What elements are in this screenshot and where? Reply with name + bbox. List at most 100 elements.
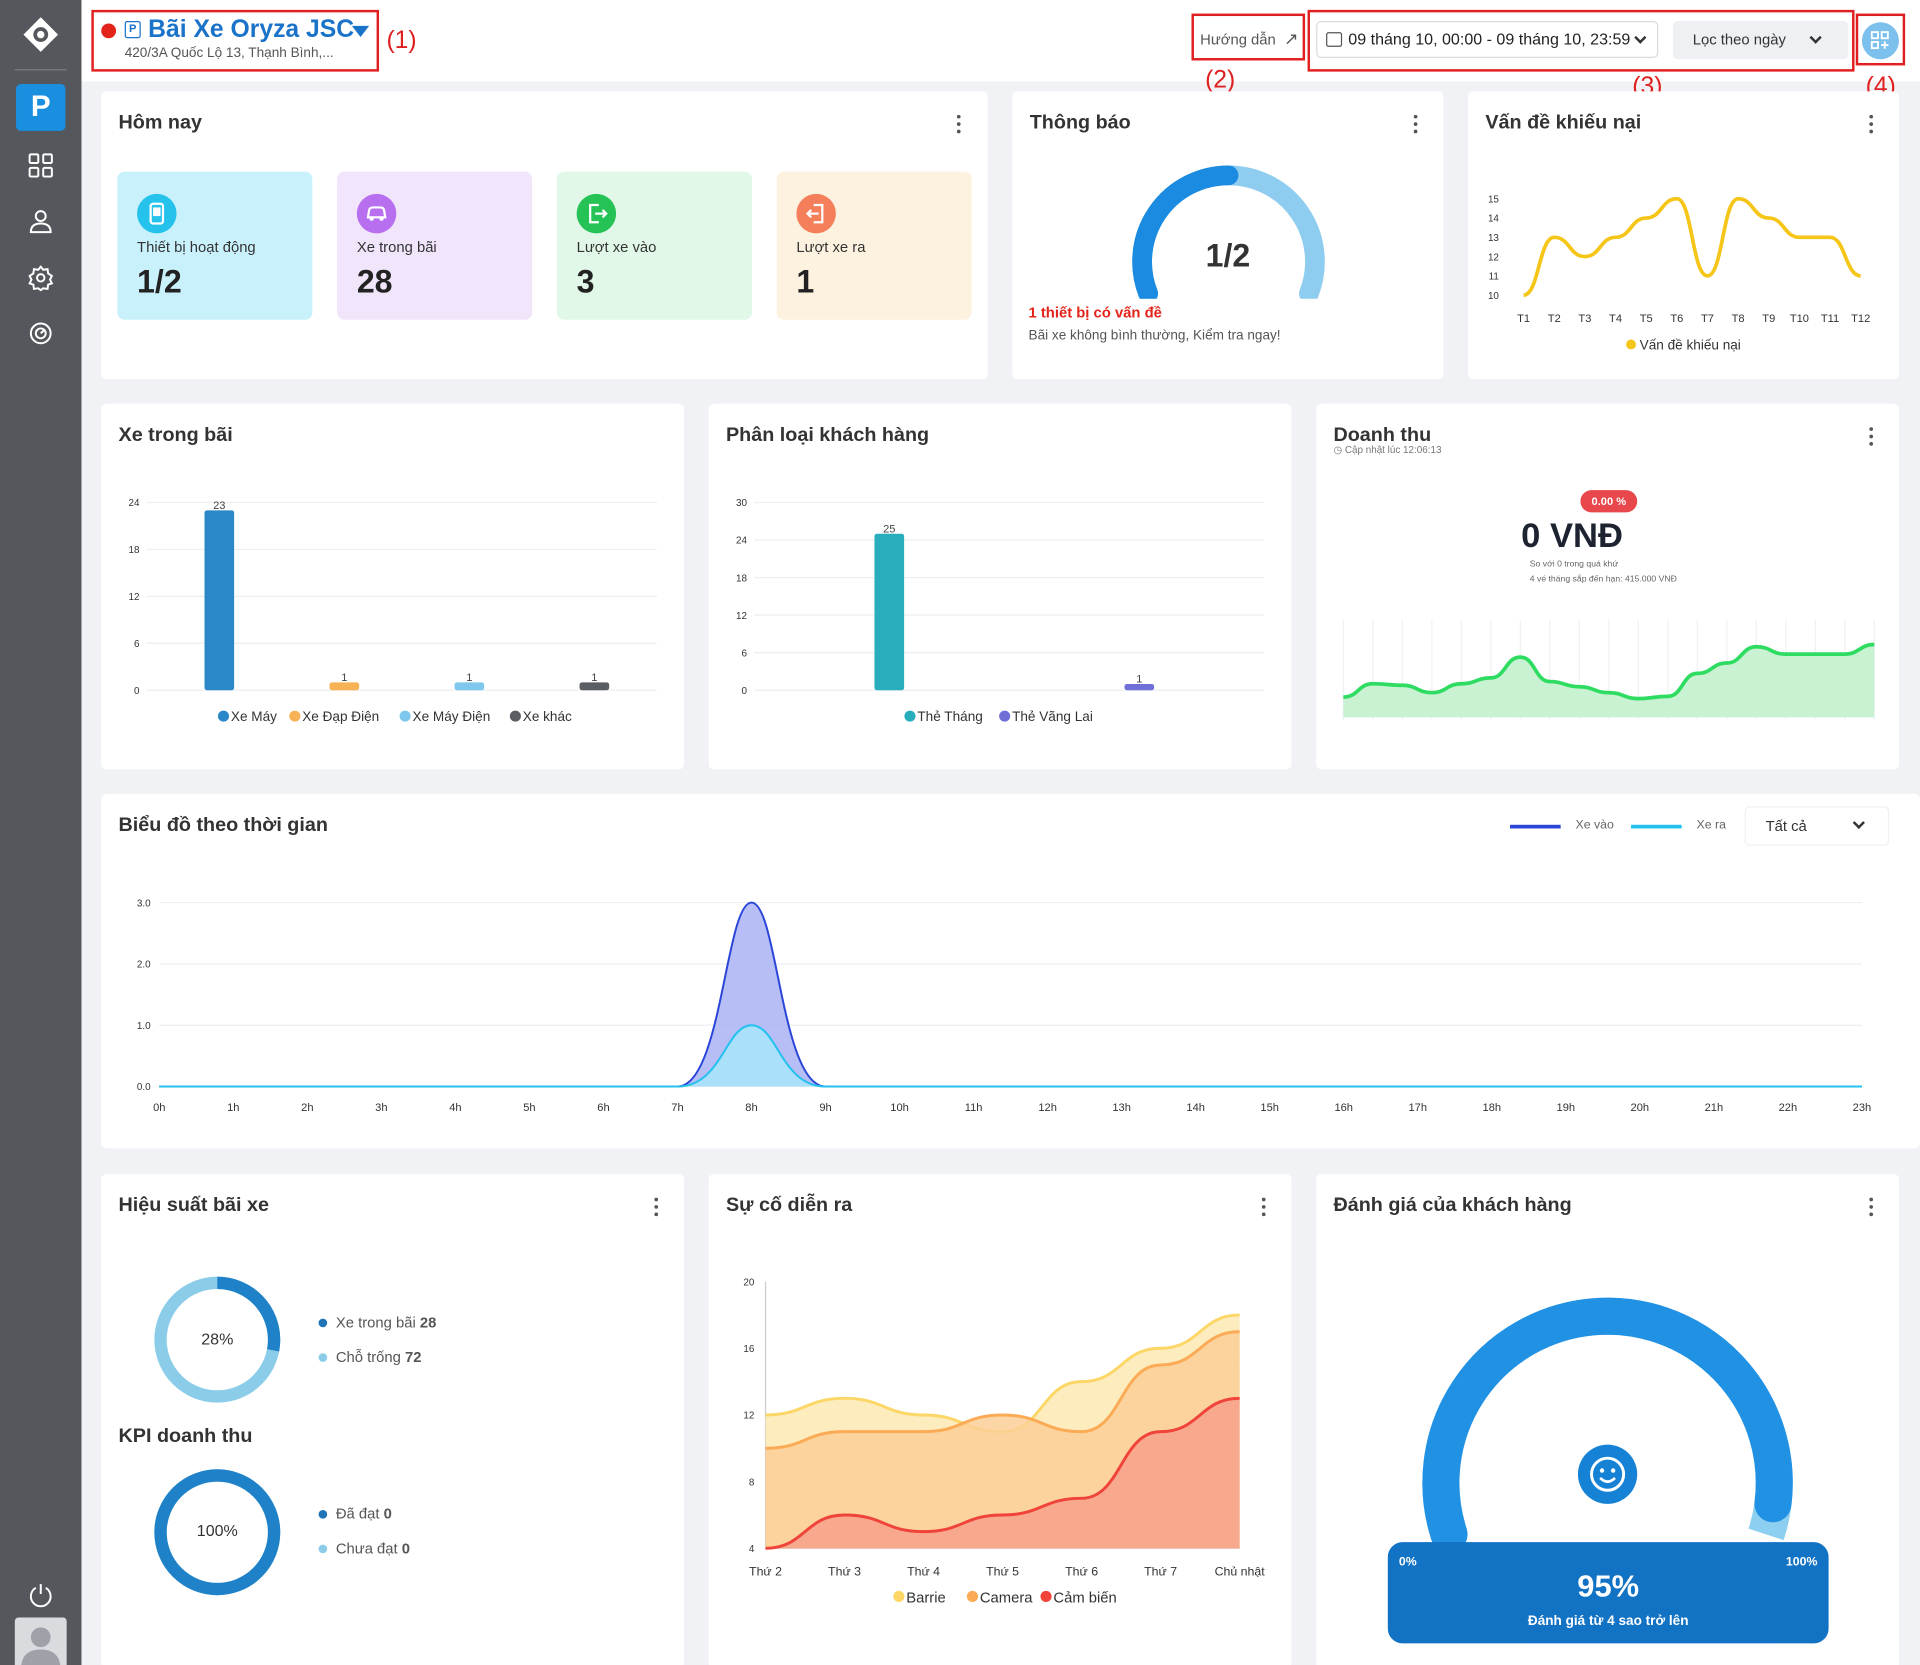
- notice-card: Thông báo 1/2 1 thiết bị có vấn đề Bãi x…: [1012, 91, 1444, 380]
- revenue-trend-chart: [1342, 619, 1875, 720]
- guide-link[interactable]: Hướng dẫn: [1200, 30, 1276, 49]
- date-range-picker[interactable]: 09 tháng 10, 00:00 - 09 tháng 10, 23:59: [1316, 20, 1659, 59]
- x-tick-label: Thứ 7: [1144, 1564, 1177, 1578]
- customers-chart: 0 6 12 18 24 30 25 1 Thẻ Tháng Thẻ Vãng Lai: [736, 498, 1265, 724]
- x-tick-label: T1: [1517, 313, 1530, 325]
- legend-achieved-label: Đã đạt: [335, 1505, 380, 1523]
- parking-icon[interactable]: P: [16, 83, 66, 131]
- today-card: Hôm nay Thiết bị hoạt động 1/2 Xe trong …: [101, 91, 988, 380]
- calendar-icon: [1326, 32, 1343, 47]
- rating-gauge: [1422, 1297, 1793, 1553]
- legend-in[interactable]: Xe vào: [1575, 818, 1614, 833]
- y-tick-label: 12: [743, 1411, 754, 1422]
- rating-max-label: 100%: [1785, 1555, 1818, 1570]
- more-icon[interactable]: [654, 1197, 659, 1218]
- x-tick-label: 5h: [523, 1102, 535, 1114]
- add-widget-button[interactable]: [1861, 22, 1899, 60]
- legend-occupied-value: 28: [419, 1313, 437, 1332]
- more-icon[interactable]: [1869, 427, 1874, 447]
- gauge-value: 1/2: [1205, 237, 1251, 275]
- y-tick-label: 16: [743, 1344, 754, 1355]
- legend-dot: [318, 1318, 328, 1328]
- logo-icon[interactable]: [21, 15, 61, 55]
- x-tick-label: 14h: [1186, 1102, 1205, 1114]
- today-title: Hôm nay: [118, 112, 202, 134]
- legend-occupied-label: Xe trong bãi: [335, 1313, 416, 1332]
- legend-label: Cảm biến: [1053, 1591, 1116, 1607]
- notice-gauge: [1132, 165, 1325, 299]
- lot-address: 420/3A Quốc Lộ 13, Thạnh Bình,...: [124, 45, 334, 61]
- incidents-title: Sự cố diễn ra: [726, 1195, 853, 1217]
- legend-dot: [904, 710, 916, 722]
- y-tick-label: 12: [1488, 252, 1499, 263]
- bar-label: 1: [466, 672, 472, 684]
- complaints-card: Vấn đề khiếu nại 10 11 12 13 14 15 T1 T2 T3 T4 T5 T…: [1468, 91, 1899, 380]
- annotation-box-3: [1307, 9, 1855, 72]
- legend-dot: [893, 1590, 905, 1603]
- more-icon[interactable]: [1261, 1197, 1267, 1218]
- rating-panel: 0% 100% 95% Đánh giá từ 4 sao trở lên: [1387, 1542, 1829, 1644]
- x-tick-label: 15h: [1260, 1102, 1279, 1114]
- tile-vehicles: Xe trong bãi 28: [337, 171, 533, 320]
- vehicles-chart: 0 6 12 18 24 23 1 1 1 Xe Máy Xe Đạp Điện Xe Máy Điệ…: [129, 498, 657, 724]
- more-icon[interactable]: [1869, 114, 1874, 135]
- dashboard-icon[interactable]: [27, 152, 54, 179]
- legend-not-achieved-value: 0: [401, 1539, 411, 1557]
- history-icon[interactable]: [27, 320, 54, 347]
- x-tick-label: 2h: [301, 1102, 313, 1114]
- alert-subtext: Bãi xe không bình thường, Kiểm tra ngay!: [1028, 328, 1281, 344]
- avatar[interactable]: [14, 1617, 67, 1665]
- legend-dot: [318, 1510, 328, 1519]
- x-tick-label: T3: [1578, 313, 1591, 325]
- tile-label: Thiết bị hoạt động: [137, 238, 256, 256]
- customers-card: Phân loại khách hàng 0 6 12 18 24 30 25 1 Thẻ Th…: [708, 403, 1292, 770]
- incidents-card: Sự cố diễn ra 4 8 12 16 20 Thứ 2 Thứ 3 Thứ 4 Thứ…: [708, 1174, 1292, 1665]
- bar-label: 23: [213, 500, 225, 512]
- y-tick-label: 0: [742, 686, 748, 697]
- x-tick-label: 8h: [745, 1102, 757, 1114]
- bar: [1124, 683, 1155, 691]
- device-icon: [137, 193, 177, 234]
- y-tick-label: 6: [134, 639, 140, 650]
- legend-label: Thẻ Vãng Lai: [1012, 709, 1093, 724]
- tile-entries: Lượt xe vào 3: [556, 171, 752, 320]
- settings-icon[interactable]: [27, 264, 54, 292]
- more-icon[interactable]: [956, 114, 962, 135]
- series-line: [159, 1024, 1862, 1088]
- y-tick-label: 0: [134, 686, 140, 697]
- timeline-select[interactable]: Tất cả: [1744, 806, 1890, 846]
- timeline-title: Biểu đồ theo thời gian: [118, 814, 328, 836]
- occupancy-percent: 28%: [201, 1329, 234, 1349]
- legend-dot: [217, 710, 230, 722]
- legend-label: Vấn đề khiếu nại: [1640, 337, 1741, 352]
- lot-dropdown-icon[interactable]: [351, 25, 370, 38]
- lot-name[interactable]: Bãi Xe Oryza JSC: [148, 16, 355, 44]
- parking-lot-icon: P: [124, 20, 141, 39]
- more-icon[interactable]: [1869, 1197, 1874, 1218]
- x-tick-label: T7: [1701, 313, 1714, 325]
- x-tick-label: 9h: [819, 1102, 831, 1114]
- legend-swatch-in: [1510, 824, 1561, 829]
- customers-title: Phân loại khách hàng: [726, 424, 930, 446]
- y-tick-label: 3.0: [137, 898, 151, 909]
- y-tick-label: 12: [736, 611, 747, 622]
- donut-fill: [154, 1469, 281, 1596]
- legend-out[interactable]: Xe ra: [1696, 818, 1726, 833]
- series-area: [159, 902, 1862, 1087]
- add-widget-icon: [1870, 31, 1889, 50]
- filter-value: Lọc theo ngày: [1692, 30, 1786, 49]
- more-icon[interactable]: [1413, 114, 1419, 135]
- annotation-box-2: [1191, 13, 1306, 61]
- rating-min-label: 0%: [1398, 1555, 1417, 1570]
- vehicles-card: Xe trong bãi 0 6 12 18 24 23 1 1 1 Xe Máy Xe Đạp Đ…: [101, 403, 685, 770]
- user-icon[interactable]: [27, 207, 54, 234]
- filter-select[interactable]: Lọc theo ngày: [1673, 20, 1849, 60]
- external-link-icon[interactable]: ↗: [1284, 29, 1299, 50]
- bar: [874, 533, 905, 691]
- legend-dot: [318, 1544, 328, 1554]
- power-icon[interactable]: [27, 1582, 54, 1609]
- timeline-chart: 0.0 1.0 2.0 3.0 0h 1h 2h 3h 4h 5h 6h 7h 8h 9h 10h 11h 12…: [137, 898, 1871, 1114]
- x-tick-label: Thứ 4: [907, 1564, 940, 1578]
- incidents-chart: 4 8 12 16 20 Thứ 2 Thứ 3 Thứ 4 Thứ 5 Thứ 6 Thứ 7 Ch…: [743, 1277, 1265, 1607]
- x-tick-label: T2: [1548, 313, 1561, 325]
